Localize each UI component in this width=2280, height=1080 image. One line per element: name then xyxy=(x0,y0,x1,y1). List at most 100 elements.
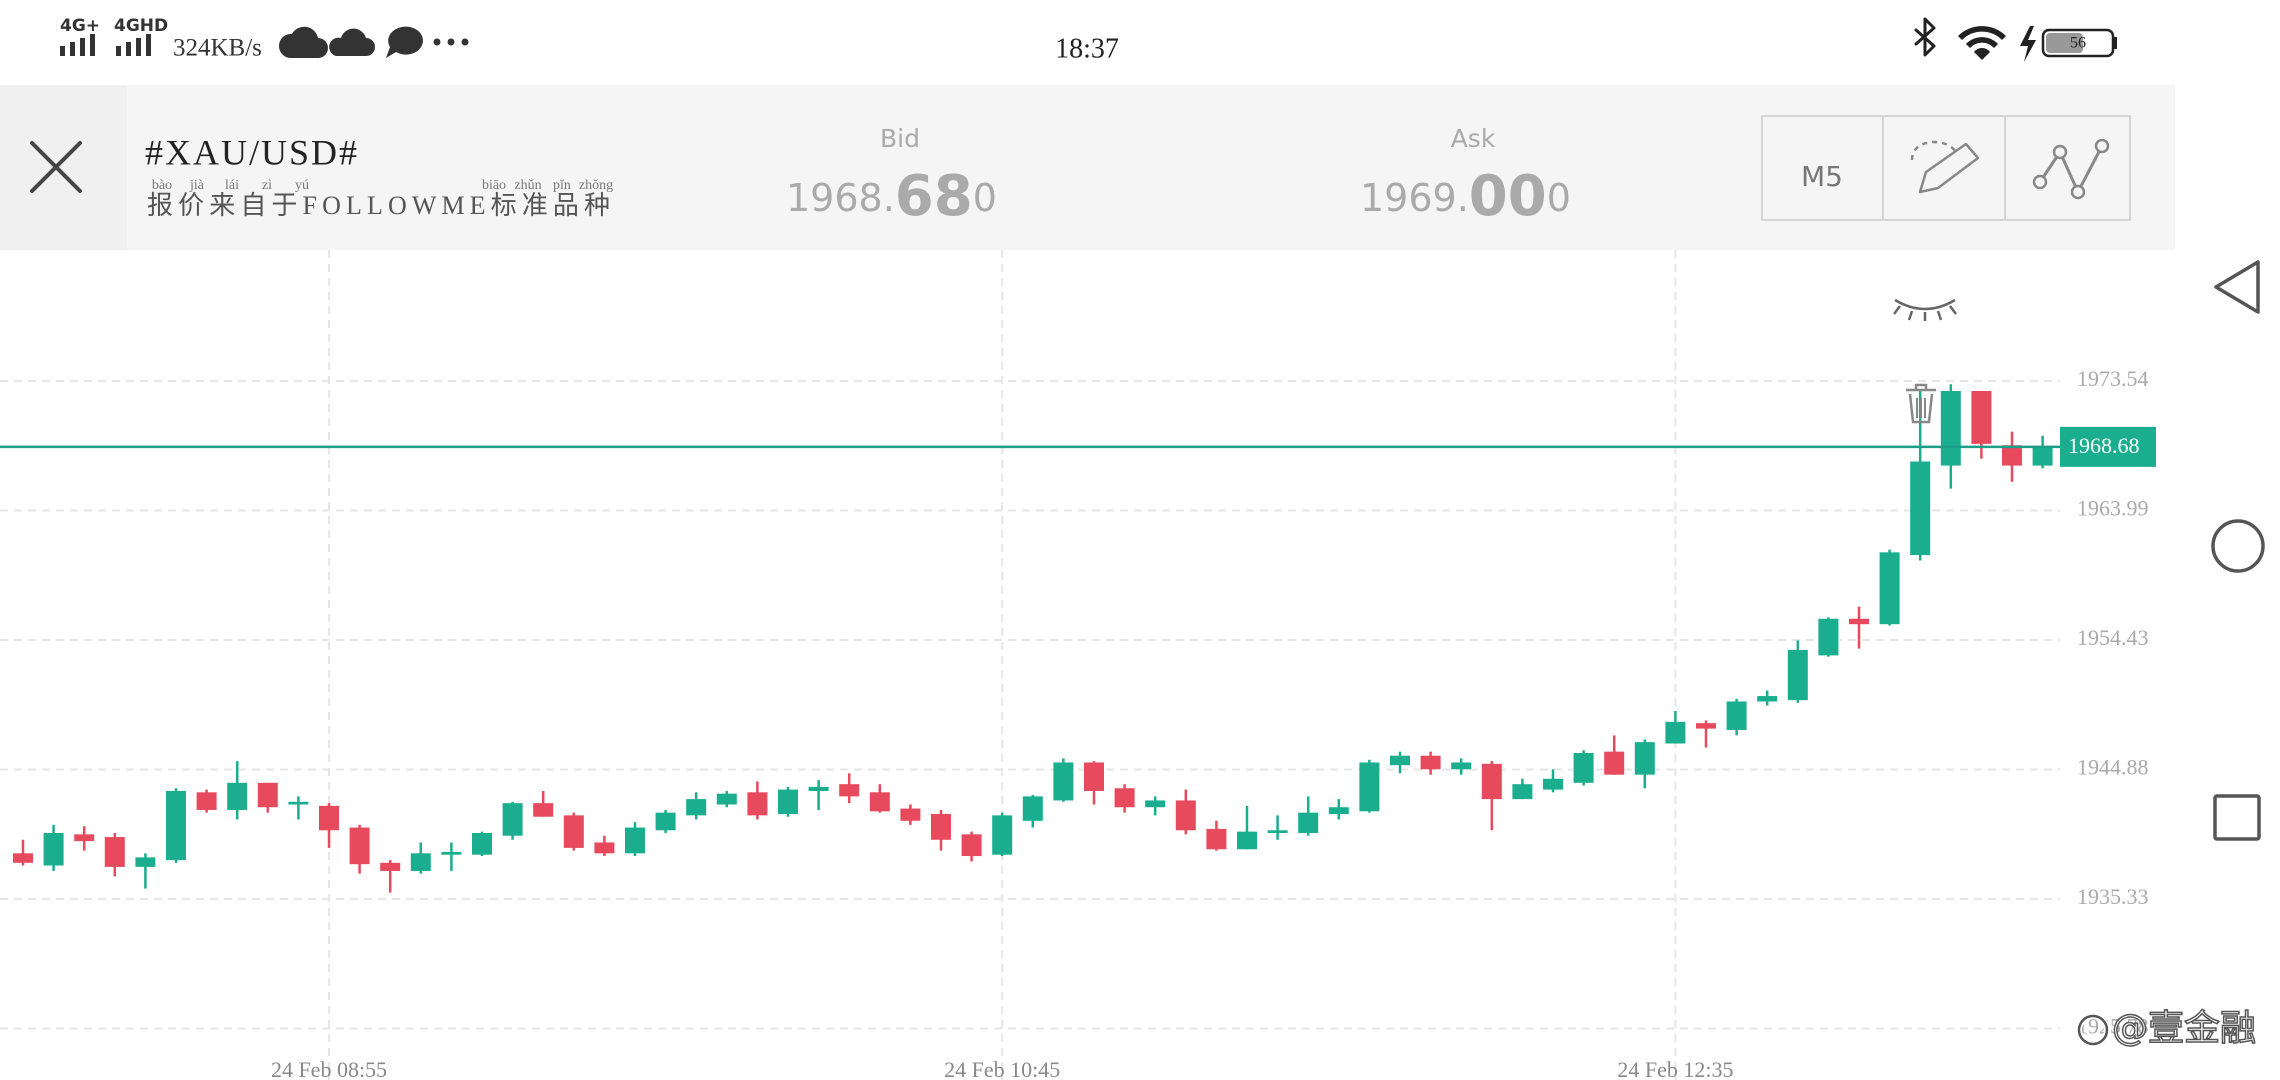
pinyin: biāo xyxy=(482,178,506,193)
nav-recent[interactable] xyxy=(2213,794,2261,841)
candle-body xyxy=(778,789,798,815)
x-tick-label: 24 Feb 08:55 xyxy=(271,1057,387,1080)
nav-home[interactable] xyxy=(2211,519,2265,573)
candle-body xyxy=(1604,751,1625,775)
candle-body xyxy=(533,803,554,817)
candle-body xyxy=(135,857,156,867)
candle-body xyxy=(472,832,492,855)
bid-label: Bid xyxy=(880,124,920,153)
pinyin: pǐn xyxy=(553,178,571,193)
nav-back[interactable] xyxy=(2214,260,2260,314)
candle-body xyxy=(716,793,737,805)
clock: 18:37 xyxy=(1055,33,1119,64)
timeframe-button[interactable]: M5 xyxy=(1801,160,1843,193)
network-label: 4GHD xyxy=(114,16,168,36)
candle-body xyxy=(686,799,707,816)
candle-body xyxy=(1818,618,1839,656)
candle-body xyxy=(349,827,370,865)
chat-icon xyxy=(386,26,423,58)
ask-price-small: 0 xyxy=(1547,176,1571,220)
candle-body xyxy=(1512,784,1533,800)
candle-body xyxy=(961,834,982,857)
candle-body xyxy=(1665,721,1686,744)
candle-body xyxy=(410,853,431,871)
ask-price: 1969.000 xyxy=(1360,164,1571,229)
network-label: 4G+ xyxy=(60,16,100,36)
chart: 1973.541963.991954.431944.881935.331925.… xyxy=(0,250,2156,1080)
candle-body xyxy=(808,786,829,791)
pinyin: yú xyxy=(295,178,309,193)
status-bar: 4G+ 4GHD 324KB/s 18:37 56 xyxy=(60,16,2117,64)
battery-level xyxy=(2046,33,2083,53)
candle-body xyxy=(1787,649,1808,701)
pinyin: zhǔn xyxy=(514,178,541,193)
y-tick-label: 1935.33 xyxy=(2077,884,2149,909)
more-icon xyxy=(433,38,469,46)
close-button[interactable] xyxy=(30,141,82,193)
y-tick-label: 1954.43 xyxy=(2077,625,2149,650)
header-bar: #XAU/USD# 报价来自于FOLLOWME标准品种 bào jià lái zì y… xyxy=(0,85,2175,250)
pinyin: zhǒng xyxy=(579,178,613,193)
x-tick-label: 24 Feb 10:45 xyxy=(944,1057,1060,1080)
candle-body xyxy=(1481,763,1502,800)
candle-body xyxy=(74,834,95,842)
candle-body xyxy=(257,782,278,808)
candle-body xyxy=(441,851,462,855)
hide-icon[interactable] xyxy=(1893,298,1957,321)
candle-body xyxy=(1451,762,1472,770)
ask-price-big: 00 xyxy=(1469,164,1547,229)
candle-body xyxy=(227,782,248,810)
delete-icon[interactable] xyxy=(1906,383,1936,424)
candle-body xyxy=(1237,831,1257,850)
weather-icon xyxy=(278,26,328,58)
candle-body xyxy=(1175,800,1196,831)
pinyin: bào xyxy=(152,178,172,193)
candle-body xyxy=(655,812,676,831)
price-tag-label: 1968.68 xyxy=(2068,433,2140,458)
bluetooth-icon xyxy=(1914,17,1936,57)
charging-icon xyxy=(2020,26,2036,62)
pinyin: lái xyxy=(225,178,239,193)
x-tick-label: 24 Feb 12:35 xyxy=(1617,1057,1733,1080)
candle-body xyxy=(43,832,64,866)
candle-body xyxy=(1053,762,1074,801)
weather-icon xyxy=(329,28,375,56)
candle-body xyxy=(1328,807,1349,815)
candle-body xyxy=(104,837,125,867)
candle-body xyxy=(288,801,309,805)
candle-body xyxy=(625,827,645,854)
candle-body xyxy=(380,862,401,871)
candle-body xyxy=(1757,696,1778,702)
pinyin: zì xyxy=(262,178,272,193)
candle-body xyxy=(2032,446,2053,466)
candle-body xyxy=(502,803,523,836)
y-tick-label: 1973.54 xyxy=(2077,366,2149,391)
candle-body xyxy=(747,792,768,816)
candle-body xyxy=(839,784,860,797)
candle-body xyxy=(1940,391,1961,466)
candle-body xyxy=(594,842,615,854)
bid-price: 1968.680 xyxy=(786,164,997,229)
candle-body xyxy=(1696,723,1716,729)
bid-price-main: 1968. xyxy=(786,176,895,220)
symbol-title: #XAU/USD# xyxy=(145,132,359,172)
candle-body xyxy=(1420,755,1441,770)
candle-body xyxy=(563,815,584,848)
candle-body xyxy=(1910,461,1931,556)
y-tick-label: 1944.88 xyxy=(2077,755,2149,780)
indicator-button[interactable] xyxy=(2032,138,2110,200)
candle-body xyxy=(1879,552,1900,625)
close-bg xyxy=(0,85,127,250)
candle-body xyxy=(1145,800,1166,808)
candle-body xyxy=(1022,796,1043,821)
ask-label: Ask xyxy=(1451,124,1496,153)
candle-body xyxy=(1634,742,1655,775)
watermark: @壹金融 xyxy=(2076,1007,2257,1050)
battery-tip xyxy=(2113,37,2117,49)
draw-button[interactable] xyxy=(1910,140,1980,194)
battery-percent: 56 xyxy=(2070,35,2086,52)
candle-body xyxy=(1543,778,1563,790)
candle-body xyxy=(1084,762,1104,791)
